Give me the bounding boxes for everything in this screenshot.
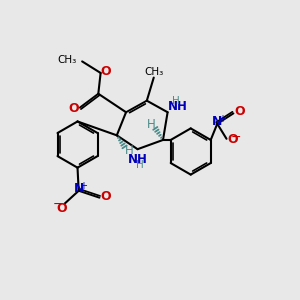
- Text: H: H: [172, 96, 180, 106]
- Text: CH₃: CH₃: [57, 55, 76, 65]
- Text: +: +: [79, 181, 87, 191]
- Text: O: O: [100, 190, 111, 203]
- Text: O: O: [227, 134, 238, 146]
- Text: CH₃: CH₃: [145, 68, 164, 77]
- Text: −: −: [230, 130, 241, 143]
- Text: N: N: [212, 115, 223, 128]
- Text: H: H: [124, 144, 133, 157]
- Text: +: +: [218, 114, 226, 124]
- Text: O: O: [57, 202, 68, 214]
- Text: O: O: [68, 102, 79, 115]
- Text: H: H: [136, 160, 144, 170]
- Text: H: H: [147, 118, 155, 131]
- Text: NH: NH: [128, 153, 148, 166]
- Text: −: −: [52, 198, 63, 211]
- Text: NH: NH: [168, 100, 188, 113]
- Text: O: O: [234, 105, 244, 118]
- Text: N: N: [74, 182, 84, 195]
- Text: O: O: [100, 65, 111, 78]
